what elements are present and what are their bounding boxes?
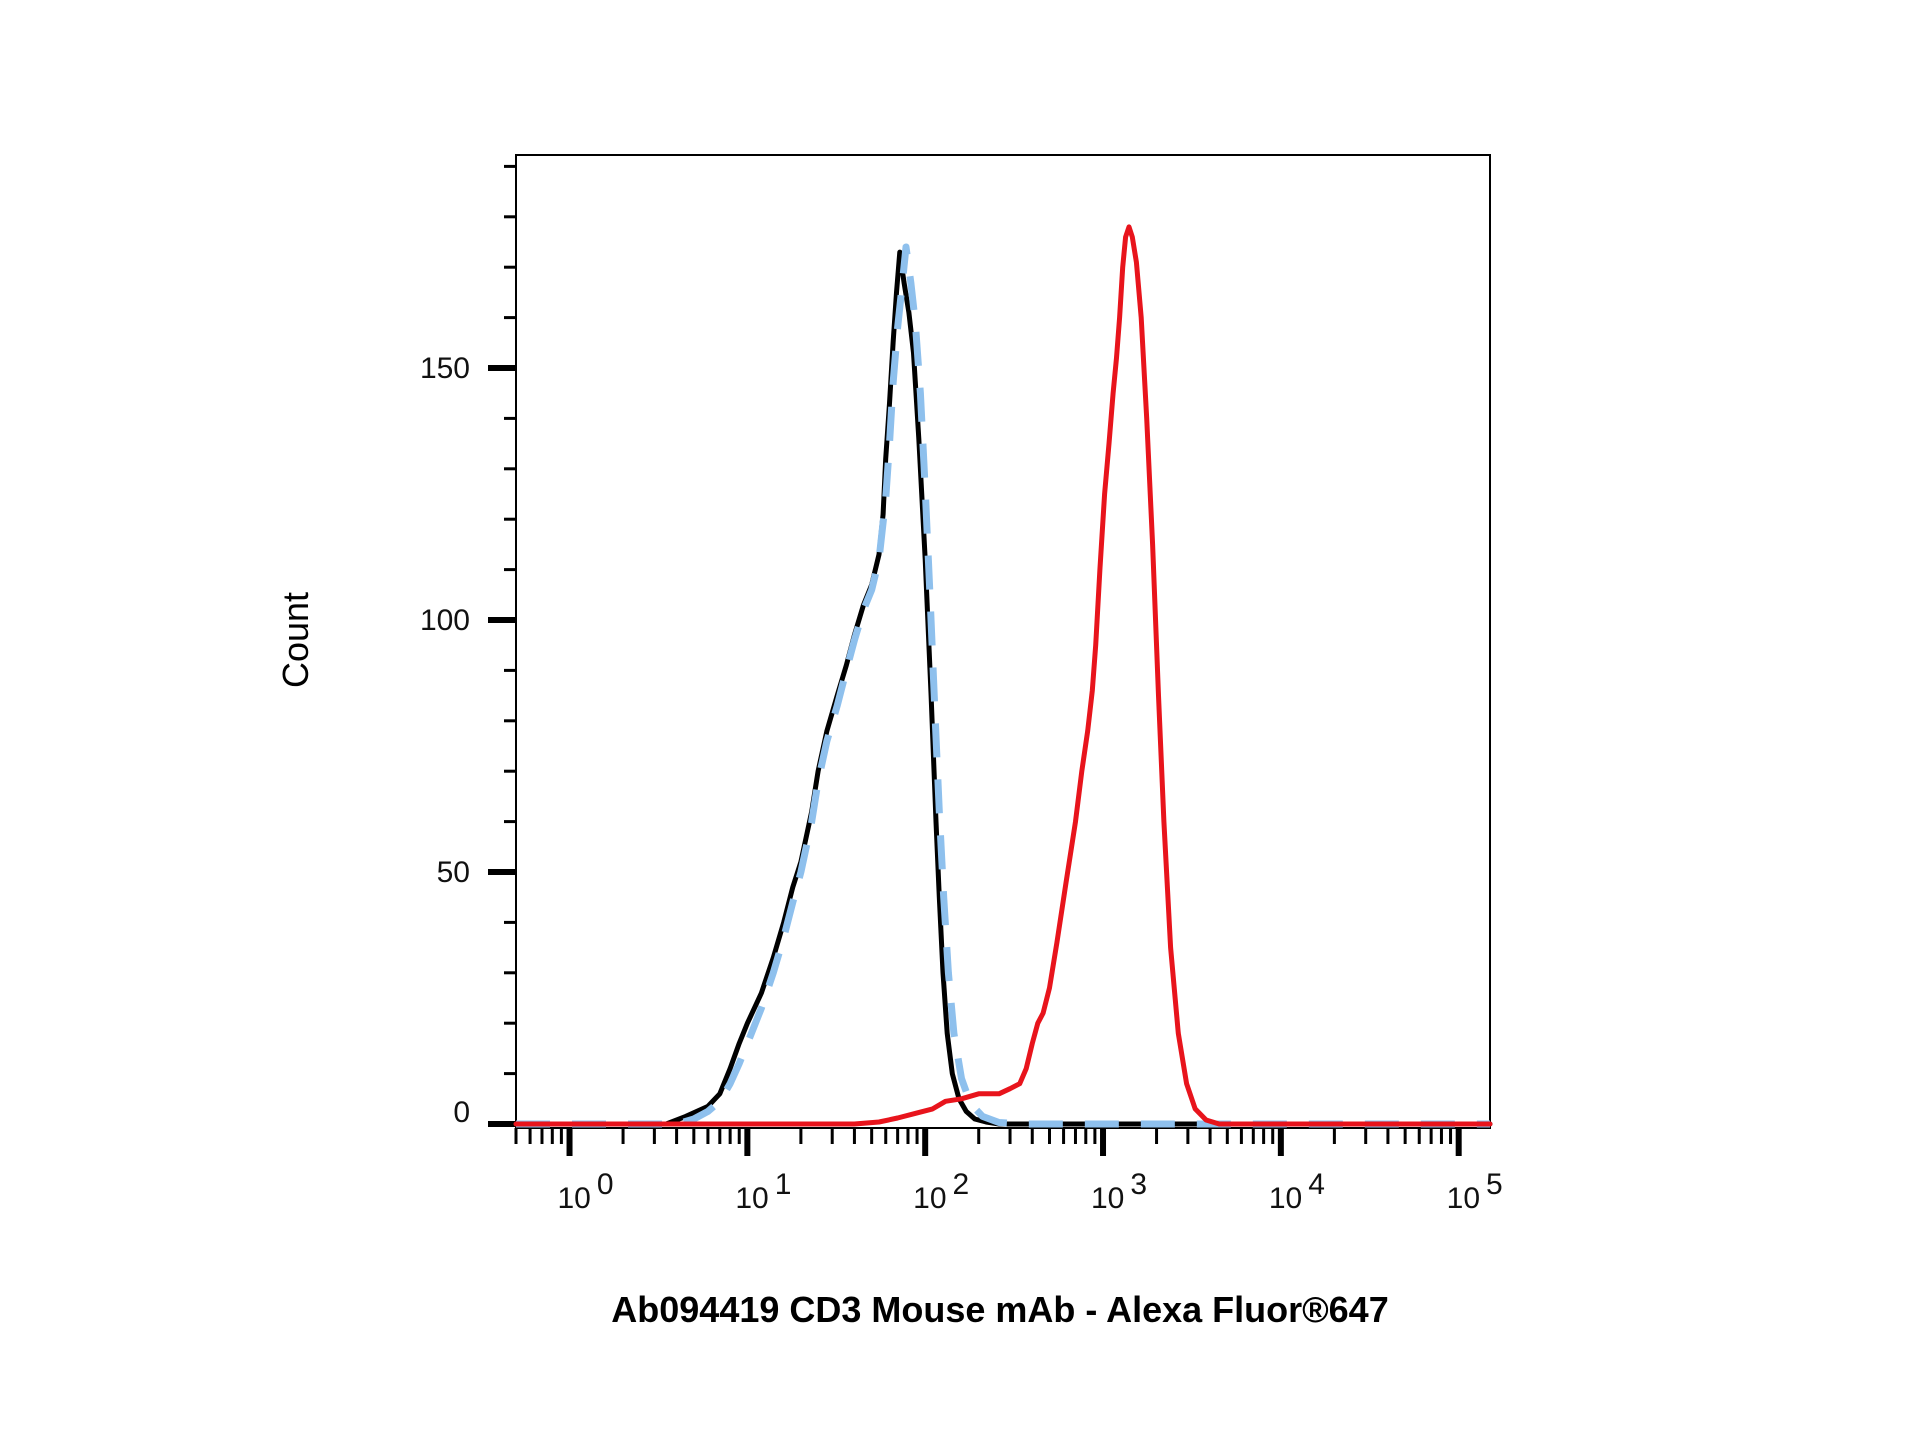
y-tick-label: 50 [437, 856, 470, 889]
x-tick-base: 10 [913, 1182, 946, 1215]
series-line-1 [513, 249, 1493, 1127]
x-tick-exponent: 2 [953, 1168, 970, 1201]
x-tick-exponent: 1 [775, 1168, 792, 1201]
x-tick-exponent: 4 [1308, 1168, 1325, 1201]
x-tick-exponent: 3 [1130, 1168, 1147, 1201]
y-tick-label: 100 [420, 604, 470, 637]
series-line-3 [513, 224, 1493, 1127]
x-axis: 10 0 10 1 10 2 10 3 10 4 10 5 [514, 1128, 1503, 1215]
y-axis: 0 50 100 150 [420, 164, 516, 1129]
x-tick-exponent: 5 [1486, 1168, 1503, 1201]
x-tick-label: 10 4 [1269, 1168, 1325, 1215]
x-tick-label: 10 1 [735, 1168, 791, 1215]
x-tick-exponent: 0 [597, 1168, 614, 1201]
y-tick-label: 150 [420, 352, 470, 385]
x-tick-label: 10 5 [1447, 1168, 1503, 1215]
x-tick-base: 10 [1269, 1182, 1302, 1215]
x-tick-label: 10 2 [913, 1168, 969, 1215]
x-tick-base: 10 [558, 1182, 591, 1215]
plot-frame [515, 154, 1491, 1129]
series-layer [513, 224, 1493, 1128]
series-line-2 [516, 243, 1490, 1128]
x-tick-base: 10 [1447, 1182, 1480, 1215]
x-tick-base: 10 [735, 1182, 768, 1215]
x-axis-title: Ab094419 CD3 Mouse mAb - Alexa Fluor®647 [611, 1289, 1388, 1330]
y-tick-label: 0 [453, 1096, 470, 1129]
y-axis-title: Count [275, 592, 316, 688]
x-tick-label: 10 3 [1091, 1168, 1147, 1215]
x-tick-base: 10 [1091, 1182, 1124, 1215]
x-tick-label: 10 0 [558, 1168, 614, 1215]
